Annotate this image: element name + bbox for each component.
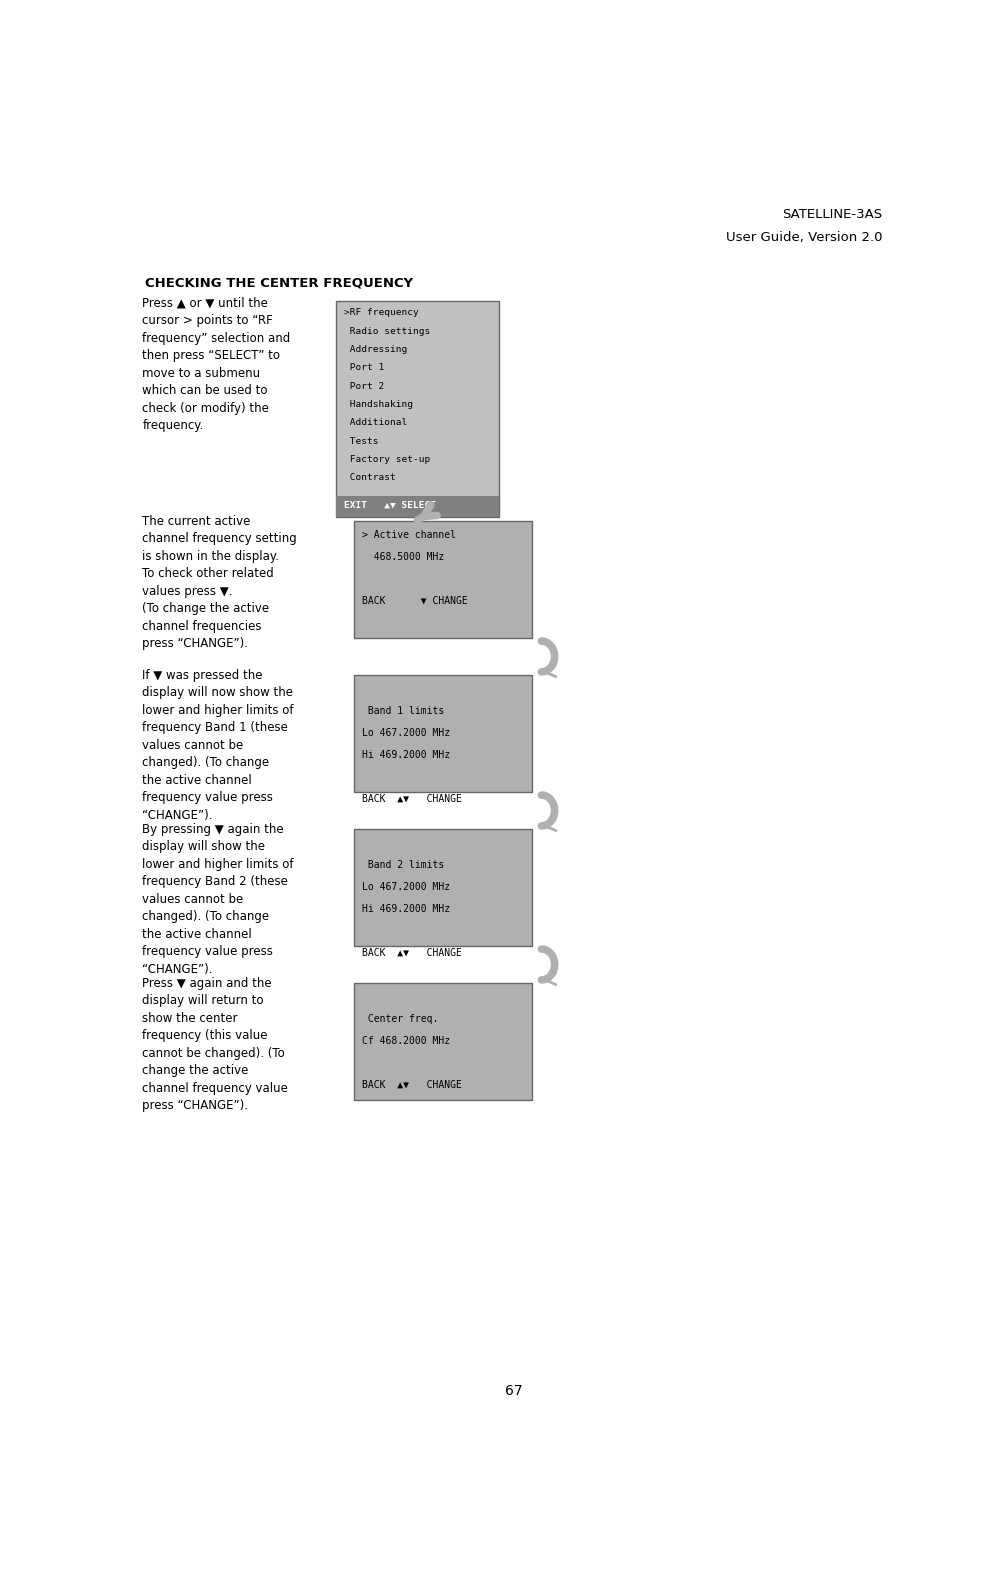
Text: Hi 469.2000 MHz: Hi 469.2000 MHz bbox=[362, 904, 450, 914]
Text: User Guide, Version 2.0: User Guide, Version 2.0 bbox=[725, 231, 883, 244]
Text: By pressing ▼ again the
display will show the
lower and higher limits of
frequen: By pressing ▼ again the display will sho… bbox=[142, 823, 294, 976]
Text: Lo 467.2000 MHz: Lo 467.2000 MHz bbox=[362, 882, 450, 892]
Text: Press ▲ or ▼ until the
cursor > points to “RF
frequency” selection and
then pres: Press ▲ or ▼ until the cursor > points t… bbox=[142, 297, 291, 432]
Text: 67: 67 bbox=[505, 1384, 522, 1397]
Text: BACK  ▲▼   CHANGE: BACK ▲▼ CHANGE bbox=[362, 794, 462, 804]
FancyBboxPatch shape bbox=[354, 983, 532, 1101]
Text: Port 2: Port 2 bbox=[344, 381, 384, 391]
Text: 468.5000 MHz: 468.5000 MHz bbox=[362, 552, 444, 561]
Text: Press ▼ again and the
display will return to
show the center
frequency (this val: Press ▼ again and the display will retur… bbox=[142, 976, 289, 1112]
Text: Band 1 limits: Band 1 limits bbox=[362, 707, 444, 716]
Text: Port 1: Port 1 bbox=[344, 364, 384, 372]
FancyBboxPatch shape bbox=[336, 496, 499, 517]
Text: Cf 468.2000 MHz: Cf 468.2000 MHz bbox=[362, 1037, 450, 1046]
Text: BACK  ▲▼   CHANGE: BACK ▲▼ CHANGE bbox=[362, 947, 462, 959]
Text: EXIT   ▲▼ SELECT: EXIT ▲▼ SELECT bbox=[344, 501, 436, 509]
FancyBboxPatch shape bbox=[354, 829, 532, 946]
Text: > Active channel: > Active channel bbox=[362, 530, 456, 541]
Text: Addressing: Addressing bbox=[344, 345, 407, 354]
Text: CHECKING THE CENTER FREQUENCY: CHECKING THE CENTER FREQUENCY bbox=[144, 276, 413, 289]
FancyBboxPatch shape bbox=[336, 301, 499, 517]
Text: If ▼ was pressed the
display will now show the
lower and higher limits of
freque: If ▼ was pressed the display will now sh… bbox=[142, 668, 294, 821]
Text: Handshaking: Handshaking bbox=[344, 400, 413, 408]
Text: Tests: Tests bbox=[344, 437, 379, 445]
Text: Center freq.: Center freq. bbox=[362, 1014, 438, 1024]
Text: BACK      ▼ CHANGE: BACK ▼ CHANGE bbox=[362, 597, 467, 606]
Text: Additional: Additional bbox=[344, 418, 407, 427]
Text: SATELLINE-3AS: SATELLINE-3AS bbox=[783, 209, 883, 222]
FancyArrowPatch shape bbox=[418, 506, 437, 520]
Text: Hi 469.2000 MHz: Hi 469.2000 MHz bbox=[362, 750, 450, 761]
Text: Band 2 limits: Band 2 limits bbox=[362, 860, 444, 871]
Text: The current active
channel frequency setting
is shown in the display.
To check o: The current active channel frequency set… bbox=[142, 515, 297, 651]
FancyBboxPatch shape bbox=[354, 522, 532, 638]
FancyBboxPatch shape bbox=[354, 675, 532, 793]
Text: Lo 467.2000 MHz: Lo 467.2000 MHz bbox=[362, 727, 450, 738]
Text: Contrast: Contrast bbox=[344, 474, 396, 482]
Text: Radio settings: Radio settings bbox=[344, 327, 430, 337]
Text: BACK  ▲▼   CHANGE: BACK ▲▼ CHANGE bbox=[362, 1080, 462, 1089]
Text: >RF frequency: >RF frequency bbox=[344, 308, 419, 317]
Text: Factory set-up: Factory set-up bbox=[344, 455, 430, 464]
